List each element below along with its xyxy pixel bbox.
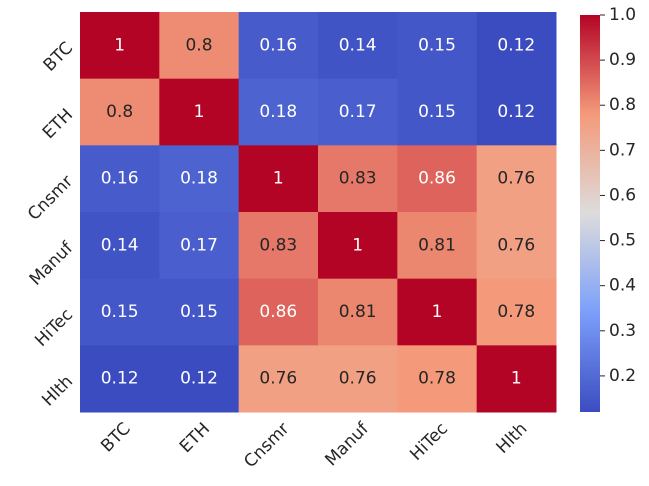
cell-value: 0.12 (497, 35, 535, 55)
cell-value: 0.12 (497, 102, 535, 122)
y-tick-label: Cnsmr (24, 172, 77, 225)
heatmap-cell (397, 212, 478, 280)
cell-value: 0.78 (418, 369, 456, 389)
heatmap-cell (318, 12, 398, 80)
cell-value: 0.18 (259, 102, 297, 122)
colorbar-tick-label: 0.5 (609, 231, 636, 251)
y-tick-label: HiTec (31, 305, 77, 351)
cell-value: 0.76 (497, 169, 535, 189)
heatmap-cell (476, 345, 557, 413)
cell-value: 0.17 (339, 102, 377, 122)
y-tick-label: Manuf (26, 238, 78, 290)
heatmap-cell (80, 345, 160, 413)
colorbar-tick-label: 1.0 (609, 5, 636, 25)
heatmap-cell (159, 12, 240, 80)
colorbar-tick-label: 0.7 (609, 140, 636, 160)
cell-value: 1 (114, 35, 125, 55)
x-tick-label: Manuf (321, 418, 373, 470)
cell-value: 0.15 (418, 35, 456, 55)
heatmap-cell (318, 278, 398, 346)
cell-value: 0.16 (259, 35, 297, 55)
cell-value: 0.17 (180, 235, 218, 255)
heatmap-cell (397, 145, 478, 213)
y-tick-label: Hlth (38, 372, 77, 411)
cell-value: 0.76 (259, 369, 297, 389)
cell-value: 1 (352, 235, 363, 255)
heatmap-cell (318, 78, 398, 146)
heatmap-cell (238, 278, 319, 346)
cell-value: 0.78 (497, 302, 535, 322)
colorbar (580, 15, 600, 412)
cell-value: 0.12 (180, 369, 218, 389)
heatmap-cell (159, 278, 240, 346)
cell-value: 0.81 (339, 302, 377, 322)
x-tick-label: Cnsmr (240, 419, 293, 472)
colorbar-tick-label: 0.9 (609, 50, 636, 70)
heatmap-cell (159, 78, 240, 146)
cell-value: 0.14 (339, 35, 377, 55)
colorbar-tick-label: 0.2 (609, 366, 636, 386)
heatmap-cell (397, 12, 478, 80)
cell-value: 1 (511, 369, 522, 389)
y-tick-label: BTC (40, 38, 77, 75)
cell-value: 0.14 (101, 235, 139, 255)
heatmap-cell (80, 278, 160, 346)
cell-value: 1 (194, 102, 205, 122)
cell-value: 1 (273, 169, 284, 189)
heatmap-cell (80, 145, 160, 213)
cell-value: 0.81 (418, 235, 456, 255)
heatmap-cell (476, 12, 557, 80)
cell-value: 1 (432, 302, 443, 322)
y-tick-label: ETH (39, 105, 77, 143)
cell-value: 0.76 (339, 369, 377, 389)
colorbar-tick-label: 0.6 (609, 185, 636, 205)
cell-value: 0.8 (185, 35, 212, 55)
heatmap-cell (159, 345, 240, 413)
heatmap-cell (238, 12, 319, 80)
heatmap-cell (159, 145, 240, 213)
colorbar-tick-label: 0.8 (609, 95, 636, 115)
heatmap-cell (476, 278, 557, 346)
cell-value: 0.86 (259, 302, 297, 322)
heatmap-cell (238, 212, 319, 280)
cell-value: 0.12 (101, 369, 139, 389)
colorbar-tick-label: 0.3 (609, 321, 636, 341)
cell-value: 0.8 (106, 102, 133, 122)
heatmap-cell (238, 78, 319, 146)
heatmap-cell (238, 345, 319, 413)
heatmap-cell (238, 145, 319, 213)
heatmap-cell (318, 345, 398, 413)
heatmap-cell (397, 278, 478, 346)
cell-value: 0.15 (101, 302, 139, 322)
heatmap-cell (397, 345, 478, 413)
colorbar-tick-label: 0.4 (609, 276, 636, 296)
heatmap-cell (80, 12, 160, 80)
cell-value: 0.18 (180, 169, 218, 189)
x-tick-label: ETH (176, 419, 214, 457)
heatmap-cell (318, 145, 398, 213)
heatmap-cell (80, 78, 160, 146)
cell-value: 0.15 (180, 302, 218, 322)
x-tick-label: Hlth (493, 419, 532, 458)
heatmap-cell (476, 145, 557, 213)
heatmap-cell (159, 212, 240, 280)
x-tick-label: HiTec (406, 419, 452, 465)
cell-value: 0.76 (497, 235, 535, 255)
cell-value: 0.86 (418, 169, 456, 189)
heatmap-cell (80, 212, 160, 280)
heatmap-cell (476, 212, 557, 280)
heatmap-cell (318, 212, 398, 280)
heatmap-cell (397, 78, 478, 146)
x-tick-label: BTC (97, 419, 134, 456)
cell-value: 0.16 (101, 169, 139, 189)
cell-value: 0.15 (418, 102, 456, 122)
cell-value: 0.83 (259, 235, 297, 255)
heatmap-cell (476, 78, 557, 146)
cell-value: 0.83 (339, 169, 377, 189)
